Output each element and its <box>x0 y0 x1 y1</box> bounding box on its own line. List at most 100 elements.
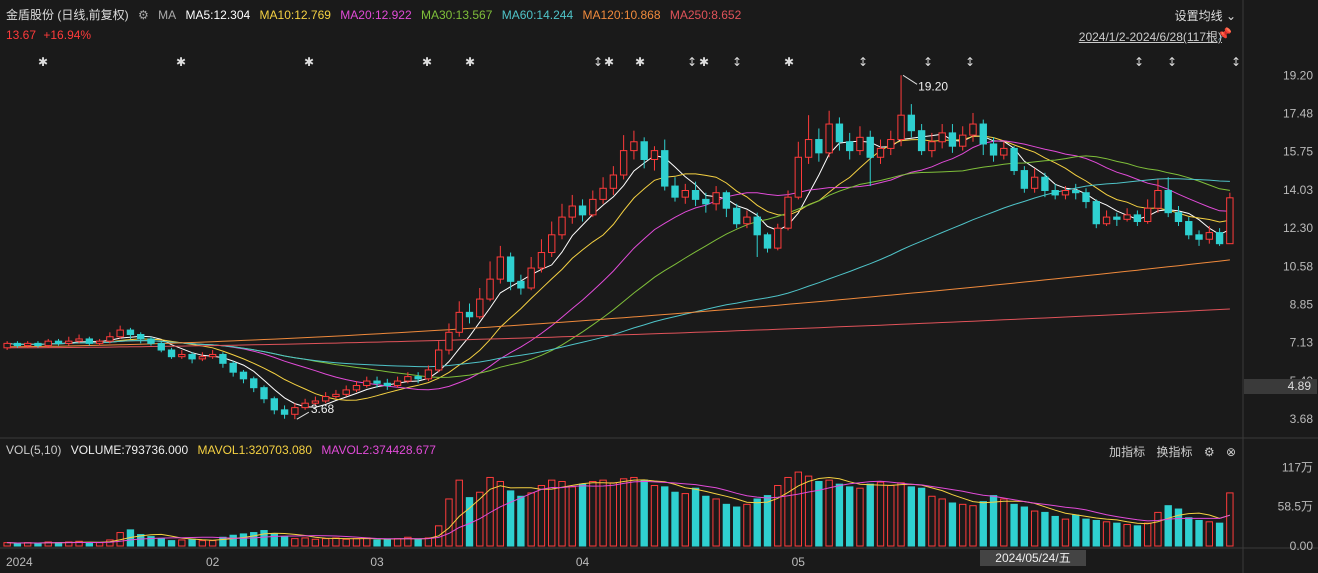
volume-bar <box>763 495 772 547</box>
volume-bar <box>835 483 844 547</box>
candle-body <box>548 234 556 254</box>
event-marker-icon[interactable]: ↕ <box>1167 55 1177 69</box>
event-marker-icon[interactable]: ↕ <box>1134 55 1144 69</box>
event-marker-icon[interactable]: ✱ <box>465 55 475 69</box>
candle-body <box>887 139 895 149</box>
event-marker-icon[interactable]: ✱ <box>422 55 432 69</box>
volume-bar <box>95 542 104 547</box>
price-tick-label: 7.13 <box>1290 336 1314 350</box>
candle-body <box>804 139 813 158</box>
vol-label: VOL(5,10) <box>6 443 62 457</box>
volume-bar <box>34 542 42 547</box>
date-range-link[interactable]: 2024/1/2-2024/6/28(117根) <box>1078 30 1222 44</box>
candle-body <box>763 234 772 249</box>
event-marker-icon[interactable]: ✱ <box>38 55 48 69</box>
candle-body <box>959 134 967 147</box>
event-marker-icon[interactable]: ✱ <box>304 55 314 69</box>
volume-bar <box>137 534 145 547</box>
candle-body <box>1123 214 1131 220</box>
candle-body <box>34 342 42 347</box>
volume-bar <box>270 533 278 547</box>
candle-body <box>116 329 124 338</box>
volume-bar <box>198 540 207 547</box>
candle-body <box>24 342 32 347</box>
candle-body <box>917 130 926 152</box>
candle-body <box>589 198 597 216</box>
event-marker-icon[interactable]: ↕ <box>858 55 868 69</box>
volume-bar <box>609 482 618 547</box>
candle-body <box>373 380 381 384</box>
ma-settings-button[interactable]: 设置均线 ⌄ <box>1175 7 1236 24</box>
event-marker-icon[interactable]: ✱ <box>604 55 614 69</box>
volume-bar <box>455 479 463 547</box>
event-marker-icon[interactable]: ✱ <box>699 55 709 69</box>
volume-bar <box>856 487 864 547</box>
candle-body <box>1092 201 1100 225</box>
volume-bar <box>157 538 165 547</box>
volume-bar <box>866 483 874 547</box>
ma-legend: 金盾股份 (日线,前复权) ⚙ MA MA5:12.304 MA10:12.76… <box>6 6 747 23</box>
candle-body <box>691 190 700 200</box>
volume-bar <box>404 536 412 547</box>
candle-body <box>743 216 751 225</box>
volume-bar <box>373 539 381 547</box>
switch-indicator-button[interactable]: 换指标 <box>1156 445 1193 459</box>
ma5-value: MA5:12.304 <box>185 8 251 22</box>
event-marker-icon[interactable]: ↕ <box>687 55 697 69</box>
event-marker-icon[interactable]: ✱ <box>176 55 186 69</box>
event-marker-icon[interactable]: ↕ <box>593 55 603 69</box>
volume-bar <box>465 497 474 547</box>
volume-bar <box>558 480 566 547</box>
pin-icon[interactable]: 📌 <box>1217 27 1232 41</box>
event-marker-icon[interactable]: ↕ <box>923 55 933 69</box>
event-marker-icon[interactable]: ✱ <box>635 55 645 69</box>
volume-bar <box>85 542 94 547</box>
candle-body <box>1185 221 1193 236</box>
ma250-line <box>7 308 1230 349</box>
candle-body <box>661 150 669 187</box>
candle-body <box>291 407 299 415</box>
candle-body <box>250 378 258 389</box>
event-marker-icon[interactable]: ↕ <box>732 55 742 69</box>
date-tick-label: 03 <box>370 555 384 569</box>
candle-body <box>825 123 833 154</box>
volume-bar <box>1205 521 1213 547</box>
candle-body <box>239 371 248 380</box>
event-marker-icon[interactable]: ↕ <box>1231 55 1241 69</box>
candle-body <box>496 256 505 280</box>
candle-body <box>1226 197 1234 245</box>
candle-body <box>630 141 638 152</box>
volume-bar <box>75 540 83 547</box>
volume-bar <box>825 479 833 547</box>
candle-body <box>1174 212 1183 223</box>
volume-bar <box>568 486 576 547</box>
volume-bar <box>383 538 391 547</box>
gear-icon[interactable]: ⚙ <box>138 8 149 22</box>
candle-body <box>702 198 710 205</box>
add-indicator-button[interactable]: 加指标 <box>1109 445 1146 459</box>
price-tick-label: 3.68 <box>1290 412 1314 426</box>
candle-body <box>126 329 135 336</box>
candle-body <box>640 141 648 160</box>
candle-body <box>928 141 936 152</box>
price-axis: 19.2017.4815.7514.0312.3010.588.857.135.… <box>1283 68 1313 426</box>
volume-bar <box>1174 508 1183 547</box>
candle-body <box>506 256 515 282</box>
volume-bar <box>1102 521 1111 547</box>
volume-bar <box>527 492 535 547</box>
volume-bar <box>321 538 330 547</box>
ma-settings-label: 设置均线 <box>1174 9 1223 23</box>
volume-bar <box>1020 506 1029 547</box>
volume-bar <box>619 478 628 547</box>
date-tick-label: 2024 <box>6 555 33 569</box>
close-icon[interactable]: ⊗ <box>1225 445 1236 459</box>
volume-bar <box>414 538 422 547</box>
event-marker-icon[interactable]: ↕ <box>965 55 975 69</box>
gear-icon[interactable]: ⚙ <box>1203 445 1215 459</box>
candle-body <box>671 185 679 198</box>
event-marker-icon[interactable]: ✱ <box>784 55 794 69</box>
volume-bar <box>1072 514 1080 547</box>
candle-body <box>75 338 83 342</box>
